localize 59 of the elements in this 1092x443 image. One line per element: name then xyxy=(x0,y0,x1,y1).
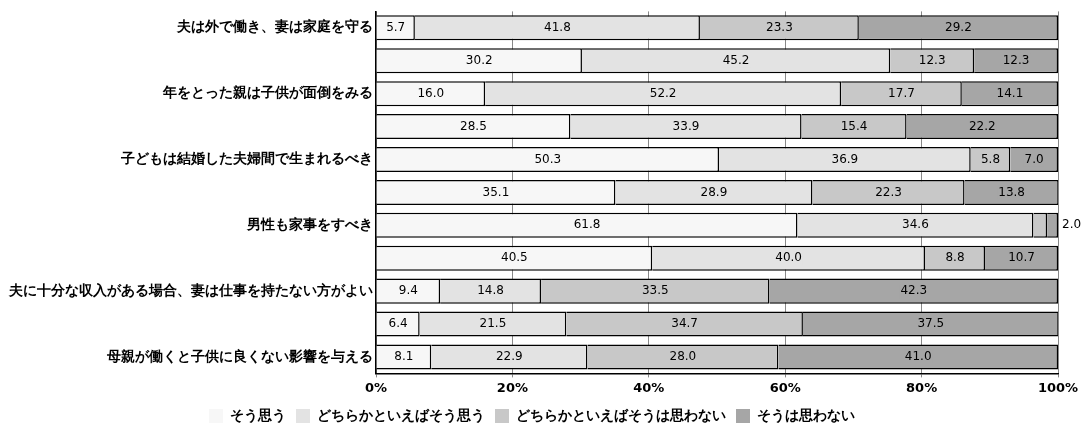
data-label: 12.3 xyxy=(918,52,946,67)
data-label: 10.7 xyxy=(1008,250,1035,265)
data-label: 21.5 xyxy=(479,316,507,331)
data-label: 36.9 xyxy=(831,151,859,166)
data-label: 17.7 xyxy=(888,85,915,100)
data-label: 8.8 xyxy=(945,250,965,265)
data-label: 35.1 xyxy=(482,184,510,199)
data-label: 28.9 xyxy=(700,184,728,199)
data-label: 28.0 xyxy=(669,349,697,364)
x-tick-label: 100% xyxy=(1037,379,1079,395)
x-tick-label: 40% xyxy=(633,379,665,395)
data-label: 61.8 xyxy=(573,217,601,232)
data-label: 2.0 xyxy=(1062,217,1082,232)
data-label: 33.9 xyxy=(672,118,700,133)
data-label: 40.5 xyxy=(501,250,528,265)
data-label: 22.9 xyxy=(495,349,523,364)
data-label: 33.5 xyxy=(641,283,669,298)
data-label: 7.0 xyxy=(1024,151,1044,166)
data-label: 16.0 xyxy=(417,85,445,100)
y-tick-label: 母親が働くと子供に良くない影響を与える xyxy=(106,347,373,364)
y-tick-label: 男性も家事をすべき xyxy=(246,215,373,232)
data-label: 15.4 xyxy=(840,118,868,133)
data-label: 41.0 xyxy=(904,349,932,364)
x-tick-label: 80% xyxy=(906,379,938,395)
legend-label: どちらかといえばそう思う xyxy=(317,406,485,424)
data-label: 29.2 xyxy=(945,19,972,34)
data-label: 28.5 xyxy=(460,118,487,133)
data-label: 34.7 xyxy=(671,316,698,331)
data-label: 50.3 xyxy=(534,151,562,166)
data-label: 37.5 xyxy=(917,316,945,331)
data-label: 41.8 xyxy=(544,19,571,34)
data-label: 13.8 xyxy=(998,184,1025,199)
data-label: 40.0 xyxy=(775,250,802,265)
legend-label: そうは思わない xyxy=(757,406,855,424)
legend-label: そう思う xyxy=(230,406,286,424)
y-tick-label: 夫に十分な収入がある場合、妻は仕事を持たない方がよい xyxy=(8,281,373,298)
y-tick-label: 年をとった親は子供が面倒をみる xyxy=(162,84,373,101)
data-label: 14.8 xyxy=(477,283,504,298)
y-tick-label: 夫は外で働き、妻は家庭を守る xyxy=(176,18,373,35)
data-label: 34.6 xyxy=(902,217,929,232)
x-tick-label: 60% xyxy=(769,379,801,395)
data-label: 45.2 xyxy=(722,52,750,67)
data-label: 22.2 xyxy=(968,118,996,133)
data-label: 12.3 xyxy=(1002,52,1030,67)
data-label: 23.3 xyxy=(766,19,793,34)
data-label: 14.1 xyxy=(996,85,1024,100)
data-label: 22.3 xyxy=(875,184,902,199)
data-label: 5.8 xyxy=(980,151,1001,166)
data-label: 42.3 xyxy=(900,283,928,298)
data-label: 8.1 xyxy=(394,349,414,364)
y-tick-label: 子どもは結婚した夫婦間で生まれるべき xyxy=(120,150,373,167)
x-tick-label: 0% xyxy=(364,379,388,395)
data-label: 5.7 xyxy=(386,19,406,34)
legend-label: どちらかといえばそうは思わない xyxy=(516,406,726,424)
x-tick-label: 20% xyxy=(496,379,528,395)
data-label: 9.4 xyxy=(398,283,418,298)
data-label: 30.2 xyxy=(465,52,493,67)
data-label: 52.2 xyxy=(649,85,677,100)
data-label: 6.4 xyxy=(388,316,408,331)
